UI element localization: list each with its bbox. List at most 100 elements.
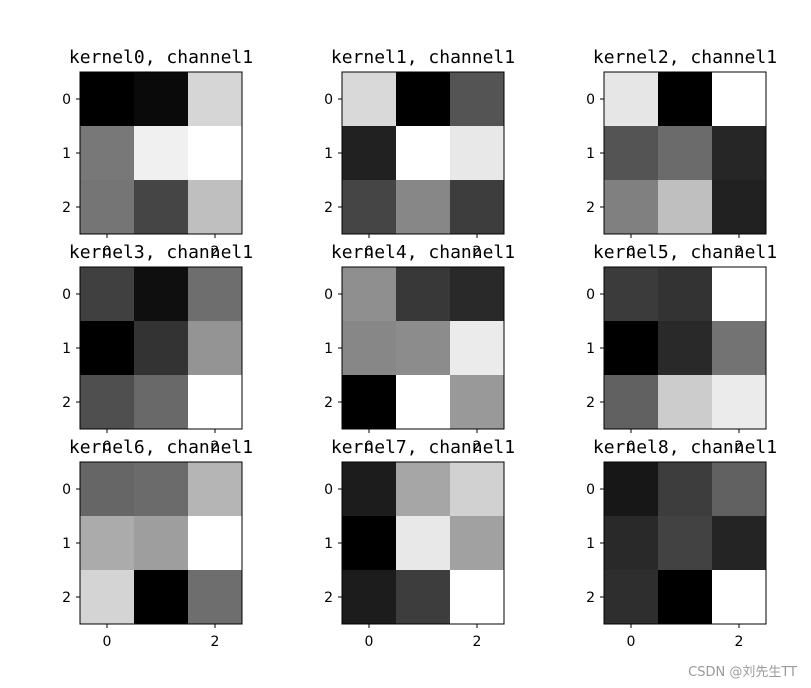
y-tick-label: 1 — [586, 341, 595, 357]
x-tick-label: 0 — [365, 634, 374, 650]
y-tick-label: 1 — [62, 146, 71, 162]
heatmap-cell — [604, 72, 659, 127]
subplot-kernel0: 0 1 2 0 2 — [62, 71, 243, 260]
heatmap-cell — [658, 321, 713, 376]
heatmap-cell — [134, 267, 189, 322]
heatmap-cell — [604, 570, 659, 625]
heatmap-cell — [450, 180, 505, 235]
heatmap-cell — [80, 375, 135, 430]
heatmap-cell — [342, 72, 397, 127]
subplot-title-kernel7: kernel7, channel1 — [331, 437, 515, 458]
subplot-kernel7: 0 1 2 0 2 — [324, 461, 505, 650]
y-tick-label: 0 — [62, 92, 71, 108]
heatmap-cell — [396, 321, 451, 376]
heatmap-cell — [396, 516, 451, 571]
heatmap-cell — [134, 180, 189, 235]
heatmap-cell — [658, 72, 713, 127]
y-tick-label: 1 — [324, 341, 333, 357]
y-tick-label: 0 — [324, 92, 333, 108]
heatmap-cell — [450, 570, 505, 625]
y-tick-label: 0 — [62, 482, 71, 498]
heatmap-cell — [80, 516, 135, 571]
x-tick-label: 0 — [365, 439, 374, 455]
heatmap-cell — [80, 570, 135, 625]
heatmap-cell — [712, 570, 767, 625]
heatmap-cell — [604, 180, 659, 235]
y-tick-label: 0 — [586, 482, 595, 498]
y-tick-label: 2 — [324, 395, 333, 411]
heatmap-cell — [450, 267, 505, 322]
x-tick-label: 2 — [735, 244, 744, 260]
subplot-title-kernel5: kernel5, channel1 — [593, 242, 777, 263]
heatmap-cell — [712, 516, 767, 571]
heatmap-cell — [396, 375, 451, 430]
heatmap-cell — [80, 267, 135, 322]
y-tick-label: 1 — [324, 146, 333, 162]
heatmap-cell — [450, 72, 505, 127]
heatmap-cell — [604, 126, 659, 181]
y-tick-label: 0 — [324, 482, 333, 498]
y-tick-label: 0 — [324, 287, 333, 303]
y-tick-label: 1 — [324, 536, 333, 552]
heatmap-cell — [188, 180, 243, 235]
heatmap-cell — [450, 462, 505, 517]
heatmap-cell — [450, 375, 505, 430]
heatmap-cell — [658, 375, 713, 430]
y-tick-label: 0 — [586, 287, 595, 303]
heatmap-cell — [134, 321, 189, 376]
x-tick-label: 2 — [473, 439, 482, 455]
heatmap-cell — [134, 72, 189, 127]
heatmap-cell — [450, 126, 505, 181]
heatmap-cell — [188, 267, 243, 322]
heatmap-cell — [658, 267, 713, 322]
subplot-title-kernel4: kernel4, channel1 — [331, 242, 515, 263]
x-tick-label: 2 — [473, 634, 482, 650]
heatmap-cell — [396, 72, 451, 127]
x-tick-label: 2 — [735, 634, 744, 650]
heatmap-cell — [712, 462, 767, 517]
heatmap-cell — [396, 462, 451, 517]
heatmap-cell — [80, 72, 135, 127]
y-tick-label: 2 — [586, 395, 595, 411]
heatmap-cell — [188, 126, 243, 181]
heatmap-cell — [450, 516, 505, 571]
heatmap-cell — [658, 126, 713, 181]
heatmap-cell — [658, 180, 713, 235]
y-tick-label: 2 — [586, 200, 595, 216]
heatmap-cell — [188, 570, 243, 625]
heatmap-cell — [80, 180, 135, 235]
x-tick-label: 2 — [211, 634, 220, 650]
heatmap-cell — [80, 126, 135, 181]
subplot-title-kernel1: kernel1, channel1 — [331, 47, 515, 68]
heatmap-cell — [134, 126, 189, 181]
y-tick-label: 0 — [586, 92, 595, 108]
heatmap-cell — [342, 126, 397, 181]
heatmap-cell — [342, 570, 397, 625]
x-tick-label: 2 — [473, 244, 482, 260]
y-tick-label: 1 — [586, 536, 595, 552]
subplot-kernel1: 0 1 2 0 2 — [324, 71, 505, 260]
y-tick-label: 2 — [324, 200, 333, 216]
subplot-title-kernel6: kernel6, channel1 — [69, 437, 253, 458]
x-tick-label: 0 — [627, 439, 636, 455]
heatmap-cell — [450, 321, 505, 376]
heatmap-cell — [342, 321, 397, 376]
heatmap-cell — [188, 72, 243, 127]
x-tick-label: 2 — [735, 439, 744, 455]
subplot-title-kernel3: kernel3, channel1 — [69, 242, 253, 263]
x-tick-label: 0 — [103, 634, 112, 650]
heatmap-cell — [134, 462, 189, 517]
y-tick-label: 2 — [324, 590, 333, 606]
heatmap-cell — [396, 126, 451, 181]
heatmap-cell — [658, 570, 713, 625]
heatmap-cell — [188, 321, 243, 376]
heatmap-cell — [712, 375, 767, 430]
x-tick-label: 0 — [103, 439, 112, 455]
subplot-title-kernel0: kernel0, channel1 — [69, 47, 253, 68]
y-tick-label: 2 — [586, 590, 595, 606]
heatmap-cell — [188, 516, 243, 571]
y-tick-label: 1 — [586, 146, 595, 162]
y-tick-label: 2 — [62, 200, 71, 216]
subplot-title-kernel8: kernel8, channel1 — [593, 437, 777, 458]
